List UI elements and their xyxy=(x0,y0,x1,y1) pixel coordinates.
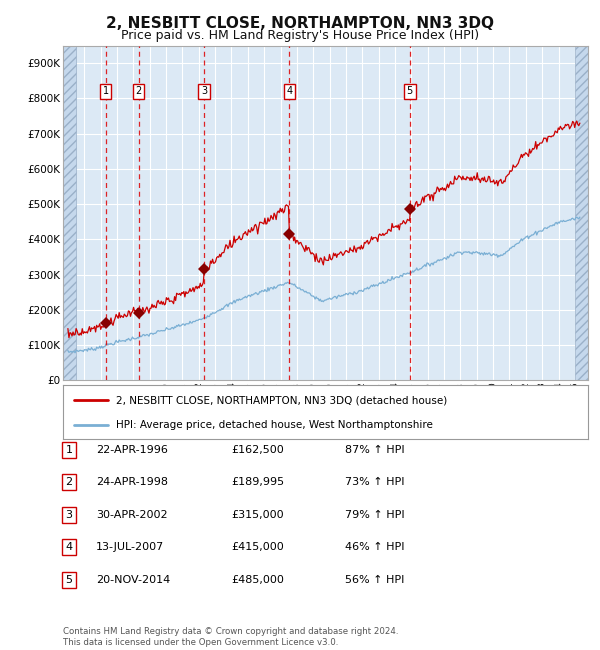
Text: £415,000: £415,000 xyxy=(231,542,284,552)
Text: 2: 2 xyxy=(136,86,142,96)
Text: 1: 1 xyxy=(103,86,109,96)
Text: 5: 5 xyxy=(407,86,413,96)
Text: 2, NESBITT CLOSE, NORTHAMPTON, NN3 3DQ (detached house): 2, NESBITT CLOSE, NORTHAMPTON, NN3 3DQ (… xyxy=(115,395,447,406)
Text: 3: 3 xyxy=(201,86,207,96)
Text: 46% ↑ HPI: 46% ↑ HPI xyxy=(345,542,404,552)
Text: Contains HM Land Registry data © Crown copyright and database right 2024.
This d: Contains HM Land Registry data © Crown c… xyxy=(63,627,398,647)
Text: 4: 4 xyxy=(286,86,292,96)
Text: 4: 4 xyxy=(65,542,73,552)
Text: 73% ↑ HPI: 73% ↑ HPI xyxy=(345,477,404,488)
Bar xyxy=(575,46,588,380)
Text: 87% ↑ HPI: 87% ↑ HPI xyxy=(345,445,404,455)
Text: 30-APR-2002: 30-APR-2002 xyxy=(96,510,167,520)
Text: £162,500: £162,500 xyxy=(231,445,284,455)
Text: £189,995: £189,995 xyxy=(231,477,284,488)
Text: 5: 5 xyxy=(65,575,73,585)
Text: 13-JUL-2007: 13-JUL-2007 xyxy=(96,542,164,552)
Bar xyxy=(63,46,76,380)
Text: 79% ↑ HPI: 79% ↑ HPI xyxy=(345,510,404,520)
Text: 3: 3 xyxy=(65,510,73,520)
Text: 2, NESBITT CLOSE, NORTHAMPTON, NN3 3DQ: 2, NESBITT CLOSE, NORTHAMPTON, NN3 3DQ xyxy=(106,16,494,31)
Text: 56% ↑ HPI: 56% ↑ HPI xyxy=(345,575,404,585)
Text: HPI: Average price, detached house, West Northamptonshire: HPI: Average price, detached house, West… xyxy=(115,421,433,430)
Text: £315,000: £315,000 xyxy=(231,510,284,520)
Text: £485,000: £485,000 xyxy=(231,575,284,585)
Text: 2: 2 xyxy=(65,477,73,488)
Text: 24-APR-1998: 24-APR-1998 xyxy=(96,477,168,488)
Text: Price paid vs. HM Land Registry's House Price Index (HPI): Price paid vs. HM Land Registry's House … xyxy=(121,29,479,42)
Text: 20-NOV-2014: 20-NOV-2014 xyxy=(96,575,170,585)
Text: 1: 1 xyxy=(65,445,73,455)
Text: 22-APR-1996: 22-APR-1996 xyxy=(96,445,168,455)
